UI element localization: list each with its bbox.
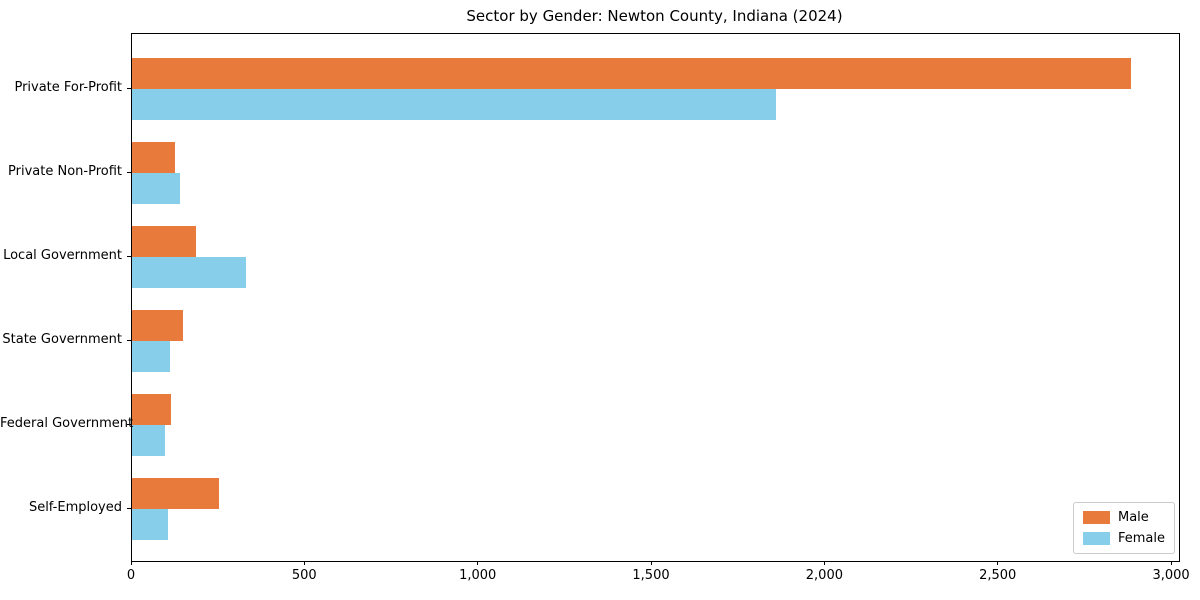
bar-female-state-government [132,341,171,372]
bar-male-private-for-profit [132,58,1131,89]
y-axis-tick-self-employed [127,508,131,509]
y-axis-tick-private-for-profit [127,88,131,89]
chart-title: Sector by Gender: Newton County, Indiana… [466,7,843,25]
x-axis-tick-2-500 [997,561,999,566]
bar-male-federal-government [132,394,171,425]
bar-male-self-employed [132,478,219,509]
legend: Male Female [1072,502,1175,554]
y-axis-tick-state-government [127,340,131,341]
bar-female-private-for-profit [132,89,776,120]
x-axis-label-1-000: 1,000 [459,568,497,583]
y-axis-label-state-government: State Government [2,332,122,347]
legend-label-female: Female [1117,531,1165,546]
bar-female-private-non-profit [132,173,180,204]
x-axis-label-2-500: 2,500 [979,568,1017,583]
bar-female-local-government [132,257,247,288]
bar-female-federal-government [132,425,165,456]
legend-swatch-male-icon [1082,511,1110,524]
y-axis-tick-local-government [127,256,131,257]
x-axis-label-1-500: 1,500 [632,568,670,583]
bar-male-state-government [132,310,183,341]
y-axis-label-private-for-profit: Private For-Profit [14,80,122,95]
bar-male-private-non-profit [132,142,175,173]
y-axis-tick-federal-government [127,424,131,425]
x-axis-label-2-000: 2,000 [805,568,843,583]
x-axis-tick-1-000 [477,561,479,566]
legend-entry-male: Male [1082,510,1165,525]
legend-entry-female: Female [1082,531,1165,546]
x-axis-label-0: 0 [126,568,136,583]
y-axis-label-federal-government: Federal Government [0,416,134,431]
x-axis-tick-1-500 [650,561,652,566]
x-axis-tick-500 [303,561,305,566]
y-axis-label-private-non-profit: Private Non-Profit [8,164,122,179]
x-axis-label-500: 500 [291,568,317,583]
bar-male-local-government [132,226,196,257]
legend-label-male: Male [1117,510,1149,525]
y-axis-label-local-government: Local Government [3,248,122,263]
plot-area: Male Female [131,33,1180,562]
x-axis-tick-2-000 [823,561,825,566]
x-axis-tick-3-000 [1170,561,1172,566]
y-axis-tick-private-non-profit [127,172,131,173]
x-axis-label-3-000: 3,000 [1152,568,1190,583]
y-axis-label-self-employed: Self-Employed [28,500,122,515]
bar-female-self-employed [132,509,169,540]
x-axis-tick-0 [130,561,132,566]
legend-swatch-female-icon [1082,532,1110,545]
